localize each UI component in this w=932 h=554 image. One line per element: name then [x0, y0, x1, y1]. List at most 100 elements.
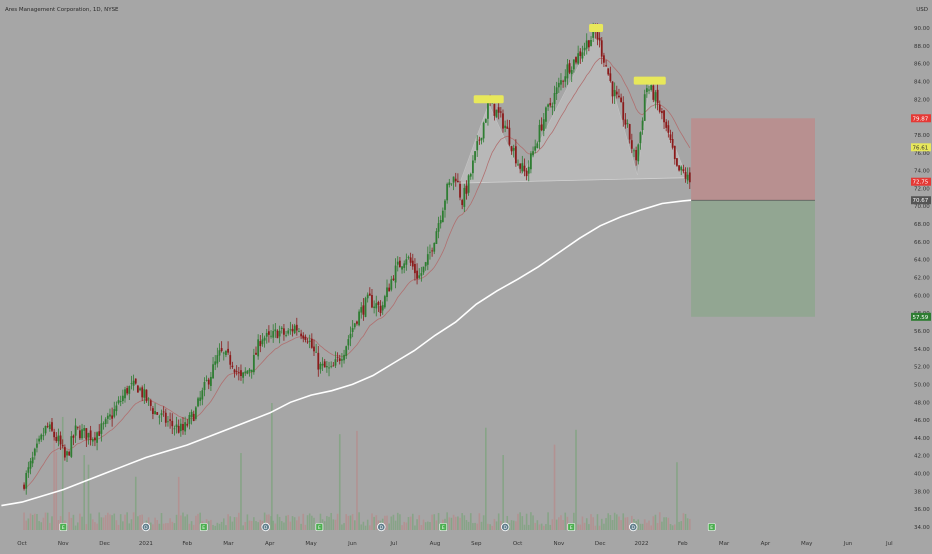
volume-bar [134, 476, 137, 530]
candle-body [592, 29, 595, 38]
volume-bar [603, 523, 605, 530]
volume-bar [620, 520, 622, 530]
volume-bar [497, 513, 500, 530]
candle-body [452, 176, 455, 183]
event-marker-label: D [503, 525, 507, 531]
price-axis[interactable] [902, 0, 932, 550]
candle-body [61, 445, 64, 447]
candle-body [79, 430, 81, 439]
volume-bar [139, 515, 141, 530]
candle-body [560, 80, 562, 85]
candle-body [508, 127, 511, 145]
volume-bar [411, 513, 414, 530]
candle-body [480, 137, 483, 141]
dividend-marker [261, 522, 270, 532]
volume-bar [61, 416, 64, 530]
candle-body [29, 460, 32, 469]
candle-body [418, 275, 421, 278]
volume-bar [626, 517, 629, 530]
time-tick-label: Sep [471, 541, 482, 547]
volume-bar [89, 513, 92, 530]
candle-body [197, 398, 199, 407]
volume-bar [542, 525, 545, 530]
volume-bar [235, 517, 238, 530]
candle-body [538, 124, 541, 143]
candle-body [23, 484, 25, 489]
candle-body [42, 435, 45, 437]
volume-bar [508, 523, 511, 530]
volume-bar [669, 523, 672, 530]
volume-bar [259, 519, 262, 530]
volume-bar [122, 521, 124, 530]
candle-body [512, 148, 515, 151]
volume-bar [472, 523, 474, 530]
candle-body [426, 254, 429, 265]
volume-bar [487, 523, 489, 530]
volume-bar [686, 518, 689, 530]
candle-body [613, 89, 616, 97]
candle-body [203, 382, 206, 391]
candle-body [465, 185, 468, 194]
volume-bar [523, 524, 526, 530]
volume-bar [678, 521, 680, 530]
candle-body [162, 411, 165, 413]
volume-bar [222, 518, 225, 530]
candle-body [523, 165, 526, 172]
price-tick-label: 42.00 [914, 454, 930, 460]
candlesticks [23, 22, 691, 495]
volume-bar [190, 521, 193, 530]
volume-bar [519, 512, 521, 530]
candle-body [633, 150, 635, 152]
candle-body [461, 200, 464, 206]
candle-body [351, 327, 354, 332]
volume-bar [218, 523, 221, 530]
time-axis-ticks: Oct Nov Dec 2021 Feb Mar Apr May Jun Jul Aug Sep Oct… [17, 541, 893, 547]
candle-body [87, 432, 90, 438]
volume-bar [81, 516, 83, 530]
volume-bar [293, 517, 296, 530]
candle-body [673, 145, 676, 160]
price-tick-label: 72.00 [914, 186, 930, 192]
price-tick-label: 46.00 [914, 418, 930, 424]
candle-body [89, 430, 92, 441]
candle-body [164, 412, 167, 423]
candle-body [476, 141, 479, 151]
candle-body [124, 389, 126, 399]
candle-body [237, 371, 240, 373]
candle-body [334, 359, 337, 366]
candle-body [472, 160, 474, 174]
candle-body [676, 158, 678, 166]
volume-bar [384, 515, 386, 530]
candle-body [63, 447, 66, 458]
volume-bar [598, 525, 601, 530]
candle-body [280, 327, 283, 330]
dividend-marker [141, 522, 151, 532]
candle-body [98, 431, 101, 436]
volume-bar [244, 521, 247, 530]
volume-bar [165, 523, 167, 530]
candle-body [484, 119, 487, 123]
volume-bar [373, 516, 375, 530]
volume-bar [98, 512, 101, 530]
volume-bar [291, 516, 294, 530]
candle-body [493, 103, 496, 116]
candle-body [139, 388, 141, 391]
pattern-highlight-marker [633, 76, 666, 85]
candle-body [298, 331, 300, 333]
volume-bar [276, 514, 279, 530]
candle-body [671, 139, 674, 148]
volume-bar [454, 516, 457, 530]
volume-bar [566, 516, 569, 530]
candle-body [600, 40, 603, 57]
volume-bar [588, 524, 590, 530]
time-tick-label: Feb [678, 541, 688, 547]
candle-body [514, 146, 517, 164]
candle-body [287, 330, 290, 334]
candle-body [360, 307, 363, 313]
ema-20-line [23, 57, 691, 490]
price-tick-label: 84.00 [914, 79, 930, 85]
event-marker-label: D [380, 525, 384, 531]
candle-body [222, 352, 225, 354]
